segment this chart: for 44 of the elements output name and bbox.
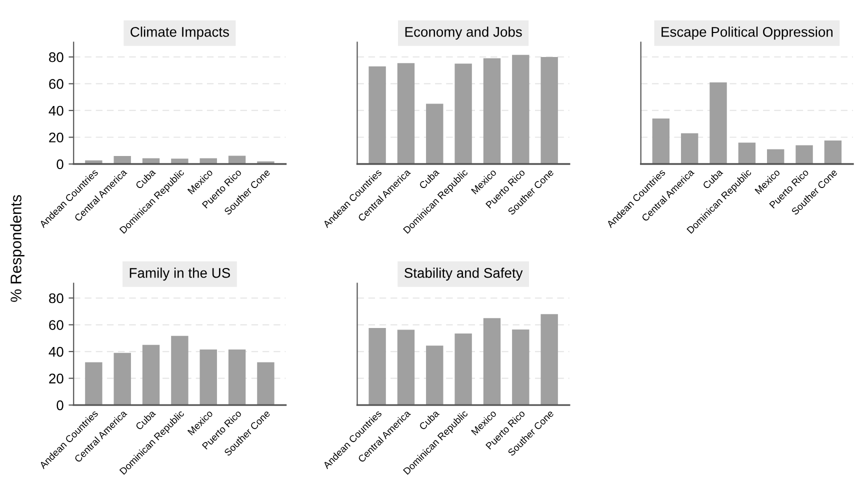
bar [454, 64, 472, 164]
bar [426, 346, 444, 406]
bar [454, 333, 472, 406]
bar [540, 314, 558, 406]
bar [824, 140, 842, 164]
chart-title: Escape Political Oppression [662, 26, 832, 40]
bar [426, 104, 444, 164]
bar [512, 329, 530, 406]
y-tick-label: 20 [49, 132, 64, 142]
bar [483, 318, 501, 406]
bar [368, 66, 386, 164]
y-tick-label: 40 [48, 106, 64, 116]
chart-title: Economy and Jobs [405, 26, 522, 40]
bar [171, 336, 188, 406]
bar [142, 344, 160, 406]
bar [796, 145, 813, 164]
bar [512, 54, 530, 164]
chart-title: Stability and Safety [404, 268, 523, 281]
y-tick-label: 0 [56, 400, 64, 410]
y-tick-label: 80 [49, 293, 64, 304]
bar [652, 118, 670, 164]
bar [483, 58, 501, 164]
bar [114, 352, 131, 406]
bar [85, 362, 102, 406]
bar [738, 142, 756, 164]
bar [710, 82, 727, 164]
bar [540, 56, 558, 164]
bar [766, 149, 784, 164]
y-tick-label: 40 [48, 346, 64, 357]
bar [397, 330, 415, 406]
bar [228, 350, 246, 406]
y-tick-label: 60 [49, 79, 64, 89]
y-tick-label: 60 [49, 320, 64, 330]
y-axis-title: % Respondents [10, 195, 24, 302]
bar [680, 133, 698, 164]
bar [368, 328, 386, 406]
bar [257, 362, 274, 406]
y-tick-label: 80 [49, 52, 64, 62]
chart-title: Climate Impacts [130, 26, 229, 40]
bar [397, 63, 415, 164]
bar [200, 350, 217, 406]
y-tick-label: 0 [56, 159, 64, 170]
chart-title: Family in the US [130, 268, 230, 281]
y-tick-label: 20 [49, 374, 64, 384]
